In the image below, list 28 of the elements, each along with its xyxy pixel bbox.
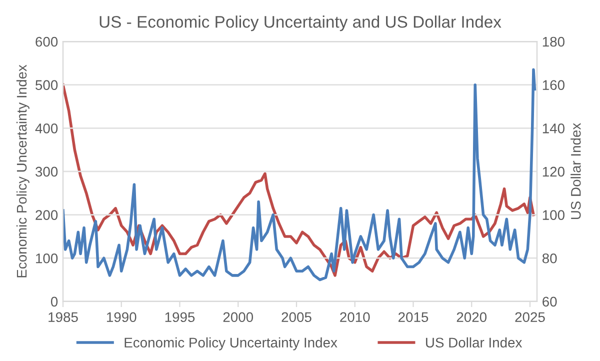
legend-label: Economic Policy Uncertainty Index (124, 337, 338, 350)
y-tick-label: 500 (36, 80, 58, 90)
x-tick-label: 1985 (48, 312, 78, 322)
x-tick-label: 1990 (106, 312, 136, 322)
y-tick-label: 600 (36, 36, 58, 47)
y-tick-label: 0 (50, 296, 58, 307)
x-tick-label: 2020 (456, 312, 487, 322)
y2-tick-label: 180 (542, 36, 564, 47)
y-tick-label: 100 (36, 253, 58, 264)
x-tick-label: 2000 (223, 312, 254, 322)
y2-tick-label: 80 (542, 253, 557, 264)
y2-tick-label: 160 (542, 80, 564, 90)
y2-tick-label: 120 (542, 166, 564, 177)
y2-tick-label: 60 (542, 296, 557, 307)
y2-tick-label: 100 (542, 210, 564, 220)
y2-axis-title: US Dollar Index (570, 122, 581, 220)
y-tick-label: 200 (36, 210, 58, 220)
x-tick-label: 2010 (340, 312, 370, 322)
y2-tick-label: 140 (542, 123, 564, 134)
x-tick-label: 2015 (398, 312, 428, 322)
y-tick-label: 400 (35, 123, 58, 134)
x-tick-label: 2005 (282, 312, 312, 322)
x-tick-label: 1995 (165, 312, 195, 322)
y-tick-label: 300 (36, 166, 58, 177)
chart-title: US - Economic Policy Uncertainty and US Dollar Index (100, 16, 502, 32)
legend-label: US Dollar Index (426, 337, 522, 348)
y-axis-title: Economic Policy Uncertainty Index (16, 64, 30, 278)
x-tick-label: 2025 (515, 312, 545, 322)
